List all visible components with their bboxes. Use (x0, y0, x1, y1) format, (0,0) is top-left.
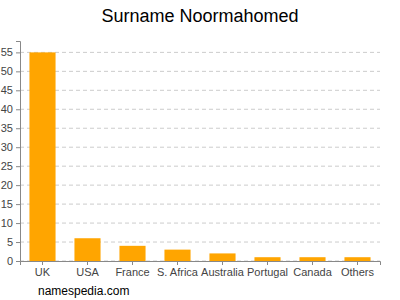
x-tick: USA (76, 261, 99, 278)
bar (119, 246, 145, 261)
x-tick-label: Others (341, 266, 375, 278)
x-axis-line (21, 262, 381, 266)
y-tick-label: 5 (7, 236, 13, 248)
grid (20, 52, 380, 261)
grid-line (20, 71, 380, 72)
x-tick-mark (312, 261, 313, 265)
x-tick-mark (132, 261, 133, 265)
y-tick-label: 30 (1, 141, 13, 153)
chart: Surname Noormahomed 0 5 10 15 20 25 30 35 40 45 50 5… (0, 0, 400, 300)
y-tick: 15 (1, 198, 20, 210)
grid-line (20, 204, 380, 205)
y-tick-mark (16, 128, 20, 129)
x-tick: Portugal (247, 261, 288, 278)
y-tick-mark (16, 71, 20, 72)
grid-line (20, 147, 380, 148)
y-tick-mark (16, 242, 20, 243)
x-tick-label: Australia (201, 266, 245, 278)
y-tick: 45 (1, 84, 20, 96)
y-tick-label: 45 (1, 84, 13, 96)
x-tick: UK (35, 261, 51, 278)
y-axis-line (16, 42, 21, 262)
x-tick: Others (341, 261, 375, 278)
y-tick: 0 (7, 255, 20, 267)
grid-line (20, 128, 380, 129)
x-tick-label: UK (35, 266, 51, 278)
x-tick-mark (267, 261, 268, 265)
y-tick: 30 (1, 141, 20, 153)
x-tick-mark (222, 261, 223, 265)
y-tick-mark (16, 261, 20, 262)
y-tick: 50 (1, 65, 20, 77)
y-tick-mark (16, 52, 20, 53)
y-tick-mark (16, 185, 20, 186)
y-tick-label: 55 (1, 46, 13, 58)
bar (74, 238, 100, 261)
y-tick: 10 (1, 217, 20, 229)
bars (29, 52, 370, 261)
annotation: namespedia.com (38, 284, 129, 298)
grid-line (20, 242, 380, 243)
y-tick-mark (16, 147, 20, 148)
x-tick-label: USA (76, 266, 99, 278)
x-tick-mark (357, 261, 358, 265)
grid-line (20, 90, 380, 91)
y-tick: 25 (1, 160, 20, 172)
y-tick: 20 (1, 179, 20, 191)
y-tick-label: 35 (1, 122, 13, 134)
x-tick: Canada (293, 261, 332, 278)
y-tick-mark (16, 166, 20, 167)
grid-line (20, 52, 380, 53)
y-axis: 0 5 10 15 20 25 30 35 40 45 50 55 (1, 42, 21, 268)
grid-line (20, 223, 380, 224)
y-tick: 40 (1, 103, 20, 115)
x-tick-label: France (115, 266, 149, 278)
x-tick-label: Canada (293, 266, 332, 278)
grid-line (20, 109, 380, 110)
plot: 0 5 10 15 20 25 30 35 40 45 50 55 UK USA France S. Afri… (1, 42, 381, 278)
grid-line (20, 185, 380, 186)
x-axis: UK USA France S. AfricaAustraliaPortugal Can… (21, 261, 381, 278)
x-tick-mark (177, 261, 178, 265)
y-tick-mark (16, 109, 20, 110)
x-tick: Australia (201, 261, 245, 278)
y-tick-mark (16, 223, 20, 224)
bar (254, 257, 280, 261)
x-tick-label: Portugal (247, 266, 288, 278)
x-tick: France (115, 261, 149, 278)
grid-line (20, 166, 380, 167)
y-tick-mark (16, 90, 20, 91)
y-tick: 55 (1, 46, 20, 58)
bar (209, 253, 235, 261)
y-tick-label: 40 (1, 103, 13, 115)
bar (29, 52, 55, 261)
y-tick-label: 0 (7, 255, 13, 267)
x-tick: S. Africa (157, 261, 199, 278)
y-tick-mark (16, 204, 20, 205)
bar (164, 250, 190, 261)
y-tick: 35 (1, 122, 20, 134)
x-tick-mark (87, 261, 88, 265)
y-tick-label: 50 (1, 65, 13, 77)
bar (299, 257, 325, 261)
y-tick-label: 10 (1, 217, 13, 229)
x-tick-mark (42, 261, 43, 265)
y-tick-label: 15 (1, 198, 13, 210)
title: Surname Noormahomed (101, 6, 298, 26)
y-tick-label: 25 (1, 160, 13, 172)
x-tick-label: S. Africa (157, 266, 199, 278)
bar (344, 257, 370, 261)
y-tick-label: 20 (1, 179, 13, 191)
y-tick: 5 (7, 236, 20, 248)
